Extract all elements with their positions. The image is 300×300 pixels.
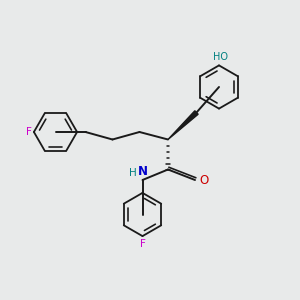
Text: H: H: [129, 168, 137, 178]
Text: O: O: [199, 173, 208, 187]
Text: F: F: [26, 127, 32, 137]
Polygon shape: [168, 111, 198, 140]
Text: HO: HO: [213, 52, 228, 62]
Text: F: F: [140, 239, 146, 249]
Text: N: N: [137, 165, 148, 178]
